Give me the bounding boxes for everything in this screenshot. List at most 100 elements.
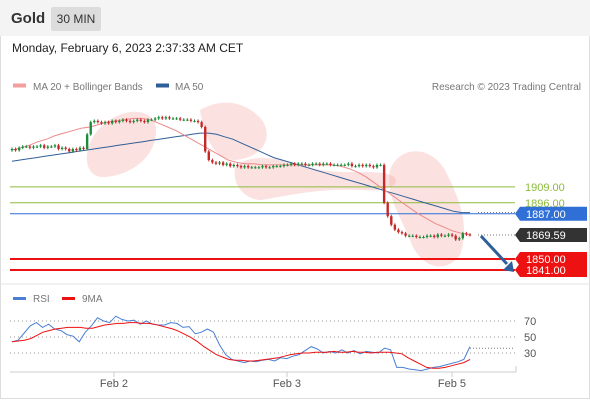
- candle: [468, 234, 472, 236]
- candle: [372, 166, 375, 168]
- candle: [354, 166, 357, 168]
- candle: [257, 167, 261, 169]
- candle: [339, 164, 343, 166]
- rsi-panel: 30 50 70: [10, 315, 536, 372]
- ma50-line: [11, 132, 470, 214]
- candle: [375, 164, 379, 168]
- projection-arrow: [479, 234, 514, 272]
- level-label-1909.00: 1909.00: [525, 182, 565, 194]
- rsi-tick-label: 30: [524, 348, 536, 360]
- candle: [103, 122, 107, 124]
- candle: [300, 163, 304, 165]
- candle: [121, 119, 125, 121]
- candle: [332, 164, 336, 166]
- candle: [14, 149, 17, 151]
- candle: [293, 163, 296, 165]
- rsi-tick-label: 70: [524, 316, 536, 328]
- candle: [450, 234, 454, 236]
- candle: [436, 234, 439, 237]
- bollinger-band-region: [200, 102, 267, 160]
- level-tag-1887.00: 1887.00: [526, 209, 566, 221]
- candle: [268, 167, 271, 169]
- candle: [214, 162, 218, 164]
- candle: [35, 146, 39, 148]
- candle: [465, 233, 468, 235]
- candle: [243, 166, 246, 168]
- bands-legend-label: MA 20 + Bollinger Bands: [33, 82, 143, 93]
- candle: [422, 237, 425, 238]
- candle: [261, 166, 264, 168]
- level-tag-1869.59: 1869.59: [526, 230, 566, 242]
- candle: [50, 146, 53, 148]
- candle: [411, 235, 414, 237]
- candle: [400, 232, 404, 234]
- rsi-tick-label: 50: [524, 332, 536, 344]
- candle: [347, 163, 350, 165]
- candle: [146, 119, 150, 123]
- candle: [110, 120, 114, 124]
- candle: [175, 118, 178, 120]
- candle: [239, 166, 243, 168]
- candle: [186, 119, 189, 121]
- candle: [150, 119, 153, 121]
- ma50-legend-swatch: [156, 83, 169, 88]
- candle: [153, 118, 157, 120]
- candle: [78, 147, 82, 151]
- level-tag-1841.00: 1841.00: [526, 265, 566, 277]
- candle: [64, 147, 67, 149]
- rsi-legend-swatch: [13, 297, 26, 300]
- candle: [100, 122, 103, 124]
- candle: [311, 163, 314, 165]
- candle: [443, 235, 447, 237]
- candle: [361, 164, 364, 167]
- bollinger-band-region: [389, 151, 465, 267]
- rsi-legend-label: RSI: [33, 294, 50, 305]
- candle: [82, 147, 85, 149]
- candle: [264, 166, 268, 168]
- candle: [93, 120, 96, 123]
- level-tags: 1909.001896.001887.001869.591850.001841.…: [515, 182, 587, 277]
- candle: [336, 164, 339, 166]
- candle: [390, 216, 393, 225]
- level-tag-box: [515, 252, 587, 266]
- ma20-line: [11, 117, 471, 236]
- ma50-legend-label: MA 50: [175, 82, 204, 93]
- candle: [415, 235, 418, 237]
- candle: [171, 118, 175, 120]
- candle: [43, 145, 46, 148]
- arrow-shaft: [479, 234, 509, 266]
- candle: [136, 119, 139, 121]
- candle: [200, 122, 203, 127]
- candle: [218, 162, 221, 164]
- candle: [161, 117, 164, 119]
- timeframe-button[interactable]: 30 MIN: [51, 7, 101, 31]
- candle: [168, 117, 171, 119]
- level-tag-box: [515, 228, 587, 243]
- candle: [71, 149, 75, 152]
- candle: [10, 149, 14, 151]
- candle: [304, 163, 307, 165]
- moving-averages: [11, 117, 471, 236]
- candle: [39, 145, 42, 147]
- candle: [157, 117, 160, 119]
- candle: [28, 146, 32, 148]
- candle: [60, 147, 64, 149]
- candle: [461, 233, 465, 239]
- credit-text: Research © 2023 Trading Central: [432, 82, 581, 93]
- candle: [458, 238, 461, 240]
- candle: [25, 146, 28, 148]
- candle: [143, 120, 146, 123]
- x-tick-label: Feb 2: [100, 378, 128, 390]
- candle: [429, 235, 432, 237]
- x-tick-label: Feb 3: [273, 378, 301, 390]
- candle: [182, 119, 185, 121]
- candle: [17, 147, 21, 151]
- candle: [447, 234, 450, 236]
- chart-header: Gold 30 MIN: [0, 0, 590, 36]
- candle: [250, 167, 253, 169]
- candle: [343, 164, 346, 166]
- candle: [107, 122, 110, 124]
- candle: [368, 164, 372, 167]
- candle: [246, 166, 250, 168]
- candle: [322, 163, 325, 165]
